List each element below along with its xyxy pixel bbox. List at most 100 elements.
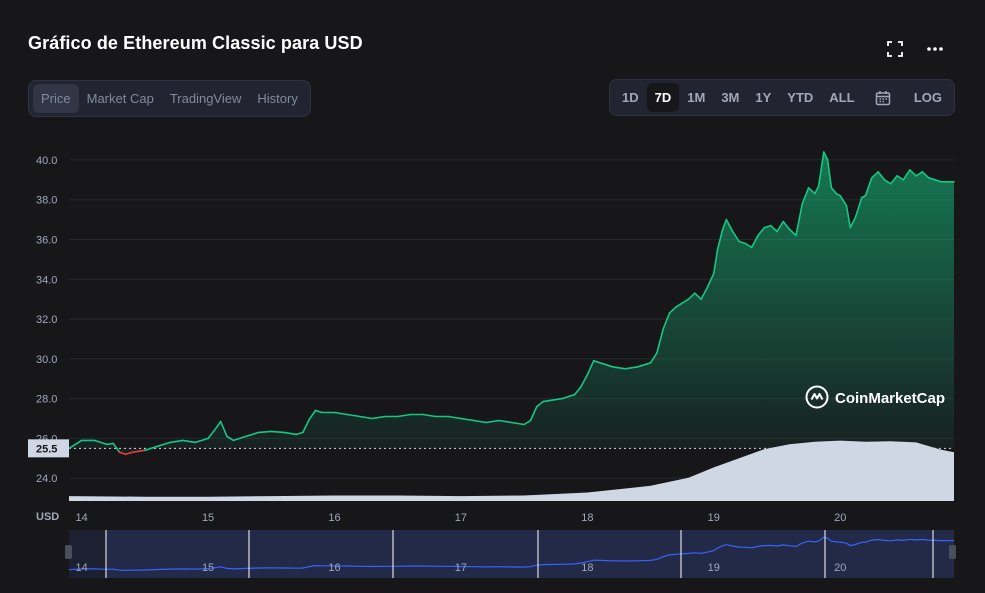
tab-market-cap[interactable]: Market Cap <box>86 91 154 106</box>
price-segment <box>725 218 734 233</box>
x-tick-label: 17 <box>455 512 467 524</box>
price-segment <box>561 393 576 400</box>
baseline-label-box <box>28 439 69 458</box>
price-segment <box>592 359 601 364</box>
price-segment <box>801 187 810 205</box>
price-segment <box>283 431 298 436</box>
price-segment <box>194 437 209 444</box>
navigator-tick-label: 18 <box>581 562 593 574</box>
navigator-right-handle[interactable] <box>949 545 956 559</box>
y-tick-label: 28.0 <box>36 394 57 406</box>
navigator-tick-label: 16 <box>328 562 340 574</box>
tab-history[interactable]: History <box>257 91 298 106</box>
price-segment <box>693 292 702 301</box>
price-segment <box>921 171 930 179</box>
price-segment <box>822 151 829 161</box>
price-segment <box>849 216 857 229</box>
x-tick-label: 16 <box>328 512 340 524</box>
y-tick-label: 40.0 <box>36 155 57 167</box>
price-segment <box>744 242 753 249</box>
price-segment <box>295 431 304 436</box>
range-1d[interactable]: 1D <box>622 90 639 105</box>
price-segment <box>716 228 724 251</box>
range-1m[interactable]: 1M <box>687 90 706 105</box>
calendar-icon[interactable] <box>863 83 901 112</box>
more-horizontal-icon[interactable] <box>924 38 946 60</box>
price-segment <box>548 397 563 402</box>
price-segment <box>529 405 538 422</box>
price-segment <box>889 175 898 185</box>
price-segment <box>839 194 848 207</box>
price-segment <box>460 417 475 422</box>
price-segment <box>586 359 595 376</box>
chart-type-tabs: Price Market Cap TradingView History <box>28 80 311 117</box>
navigator-tick-label: 17 <box>455 562 467 574</box>
price-segment <box>662 312 671 330</box>
tab-tradingview[interactable]: TradingView <box>169 91 242 106</box>
x-tick-label: 18 <box>581 512 593 524</box>
range-navigator[interactable]: 14 15 16 17 18 19 20 <box>65 530 956 578</box>
y-axis: 24.026.028.030.032.034.036.038.040.0 <box>36 155 57 485</box>
navigator-tick-label: 19 <box>708 562 720 574</box>
navigator-tick-label: 15 <box>202 562 214 574</box>
price-segment <box>706 272 715 289</box>
price-segment <box>795 202 804 237</box>
price-segment <box>314 409 323 414</box>
price-segment <box>308 409 317 421</box>
price-segment <box>731 230 740 243</box>
price-segment <box>226 435 235 442</box>
price-segment <box>270 430 285 434</box>
price-segment <box>422 413 437 418</box>
price-segment <box>826 159 833 189</box>
price-segment <box>776 220 785 233</box>
price-segment <box>523 419 532 426</box>
price-segment <box>896 175 905 181</box>
price-segment <box>814 185 820 195</box>
baseline-label-text: 25.5 <box>36 443 57 455</box>
price-segment <box>182 439 197 444</box>
range-3m[interactable]: 3M <box>721 90 740 105</box>
navigator-x-axis: 14 15 16 17 18 19 20 <box>76 562 847 574</box>
price-area <box>69 152 954 455</box>
price-segment <box>125 451 133 456</box>
price-segment <box>870 171 879 179</box>
price-segment <box>573 385 582 396</box>
price-segment <box>763 224 772 229</box>
x-axis: 14 15 16 17 18 19 20 <box>76 512 847 524</box>
price-segment <box>687 292 696 301</box>
price-segment <box>346 413 361 418</box>
currency-label: USD <box>36 511 59 523</box>
navigator-line <box>68 536 954 572</box>
price-lines <box>68 151 955 456</box>
price-segment <box>668 306 677 314</box>
price-segment <box>656 328 665 354</box>
price-segment <box>675 298 690 308</box>
price-segment <box>93 439 108 446</box>
price-segment <box>788 228 797 237</box>
price-segment <box>700 286 709 301</box>
range-7d[interactable]: 7D <box>646 83 680 112</box>
navigator-day-separators <box>105 530 934 578</box>
range-all[interactable]: ALL <box>829 90 855 105</box>
price-segment <box>257 430 273 434</box>
y-tick-label: 34.0 <box>36 274 57 286</box>
price-segment <box>68 439 83 450</box>
price-segment <box>131 449 146 454</box>
price-segment <box>750 234 759 249</box>
price-segment <box>845 204 852 229</box>
tab-price[interactable]: Price <box>33 84 79 113</box>
navigator-left-handle[interactable] <box>65 545 72 559</box>
price-segment <box>447 415 462 420</box>
price-segment <box>169 439 184 444</box>
x-tick-label: 15 <box>202 512 214 524</box>
fullscreen-icon[interactable] <box>884 38 906 60</box>
price-segment <box>721 218 728 231</box>
price-segment <box>207 429 216 440</box>
range-1y[interactable]: 1Y <box>755 90 772 105</box>
price-segment <box>219 420 228 438</box>
log-scale-toggle[interactable]: LOG <box>913 90 942 105</box>
price-segment <box>302 418 311 434</box>
range-ytd[interactable]: YTD <box>787 90 814 105</box>
price-segment <box>712 248 719 275</box>
